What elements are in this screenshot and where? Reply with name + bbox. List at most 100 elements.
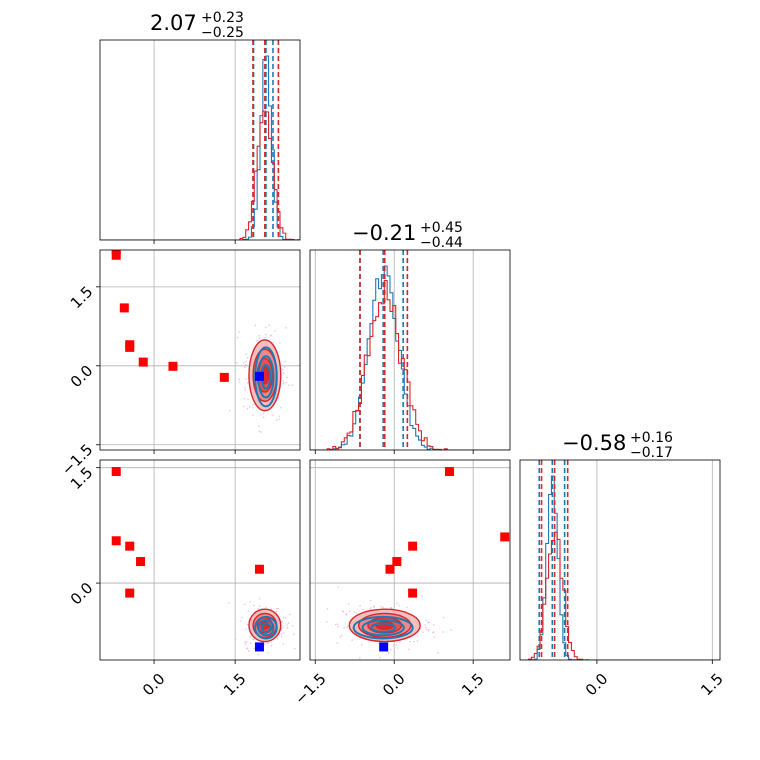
sample-point <box>247 398 249 400</box>
blue-contour-2 <box>361 619 405 637</box>
title-param-1: 2.07 <box>150 11 197 35</box>
sample-point <box>248 650 250 652</box>
grid-1-1 <box>314 250 474 450</box>
title-param-3: −0.58 <box>562 431 626 455</box>
sample-point <box>369 599 372 602</box>
sample-point <box>442 616 445 619</box>
sample-point <box>390 607 392 609</box>
sample-point <box>243 397 246 400</box>
sample-point <box>353 611 356 613</box>
sample-point <box>238 381 241 384</box>
sample-point <box>270 334 272 337</box>
marker-square <box>408 541 418 551</box>
marker-square <box>136 557 146 567</box>
sample-point <box>270 608 272 610</box>
sample-point <box>397 647 399 649</box>
marker-square <box>138 357 148 367</box>
panel-frame-2-0 <box>99 459 301 661</box>
title-3-minus: −0.17 <box>630 445 673 461</box>
sample-point <box>334 623 337 626</box>
sample-point <box>424 624 426 626</box>
sample-point <box>242 405 245 408</box>
sample-point <box>238 378 241 381</box>
sample-point <box>432 631 435 634</box>
marker-square <box>111 250 121 255</box>
sample-point <box>282 372 285 374</box>
sample-point <box>263 643 266 645</box>
sample-point <box>265 606 267 608</box>
sample-point <box>256 339 258 342</box>
sample-point <box>244 641 246 644</box>
blue-contour-2 <box>257 619 275 637</box>
marker-square <box>220 669 229 678</box>
y-tick-label: 0.0 <box>67 362 97 392</box>
sample-point <box>272 341 274 343</box>
sample-point <box>382 606 385 609</box>
sample-point <box>265 326 267 329</box>
marker-square <box>444 467 454 477</box>
sample-point <box>280 633 283 636</box>
sample-point <box>252 414 254 417</box>
sample-point <box>253 647 255 650</box>
sample-point <box>257 653 260 656</box>
sample-point <box>286 626 289 629</box>
marker-square <box>119 303 129 313</box>
sample-point <box>258 605 261 607</box>
sample-point <box>346 626 349 629</box>
sample-point <box>244 363 247 366</box>
sample-point <box>395 644 398 646</box>
sample-point <box>244 366 246 368</box>
sample-point <box>276 419 278 421</box>
sample-point <box>265 333 267 336</box>
x-tick-label: 0.0 <box>139 670 169 700</box>
hist-series-1-param-3 <box>520 475 720 660</box>
sample-point <box>241 616 244 619</box>
hist-series-2-param-1 <box>100 110 300 240</box>
blue-contour-3 <box>370 622 396 634</box>
sample-point <box>421 595 423 597</box>
sample-point <box>373 605 375 607</box>
marker-square <box>112 663 121 672</box>
sample-point <box>272 414 274 416</box>
hist-series-2-param-3 <box>520 531 720 660</box>
sample-point <box>291 624 294 627</box>
y-tick-label: 0.0 <box>67 579 97 609</box>
sample-point <box>351 639 353 642</box>
sample-point <box>274 330 277 332</box>
sample-point <box>396 602 398 605</box>
sample-point <box>249 601 251 603</box>
sample-point <box>282 379 285 382</box>
sample-point <box>267 641 269 644</box>
sample-point <box>228 601 230 604</box>
grid-2-0 <box>100 460 300 660</box>
sample-point <box>336 642 339 644</box>
sample-point <box>283 366 286 369</box>
sample-point <box>413 640 416 643</box>
sample-point <box>348 610 351 613</box>
sample-point <box>284 360 286 363</box>
sample-point <box>252 403 254 406</box>
sample-point <box>398 604 400 607</box>
blue-contour-1 <box>254 615 278 640</box>
x-tick-label: 1.5 <box>220 670 250 700</box>
sample-point <box>268 324 271 327</box>
sample-point <box>264 336 266 339</box>
sample-point <box>270 644 273 647</box>
sample-point <box>258 425 260 428</box>
marker-square <box>125 340 135 350</box>
sample-point <box>377 642 380 644</box>
sample-point <box>280 635 283 638</box>
hist-series-1-param-1 <box>100 55 300 240</box>
sample-point <box>246 356 249 359</box>
blue-contour-3 <box>260 622 272 634</box>
title-1-plus: +0.23 <box>201 10 244 26</box>
sample-point <box>239 620 242 623</box>
sample-point <box>359 605 361 607</box>
sample-point <box>245 360 247 363</box>
sample-point <box>282 626 285 629</box>
sample-point <box>247 610 250 613</box>
sample-point <box>336 623 339 625</box>
sample-point <box>450 629 452 631</box>
sample-point <box>236 336 239 339</box>
title-2-plus: +0.45 <box>420 220 463 236</box>
